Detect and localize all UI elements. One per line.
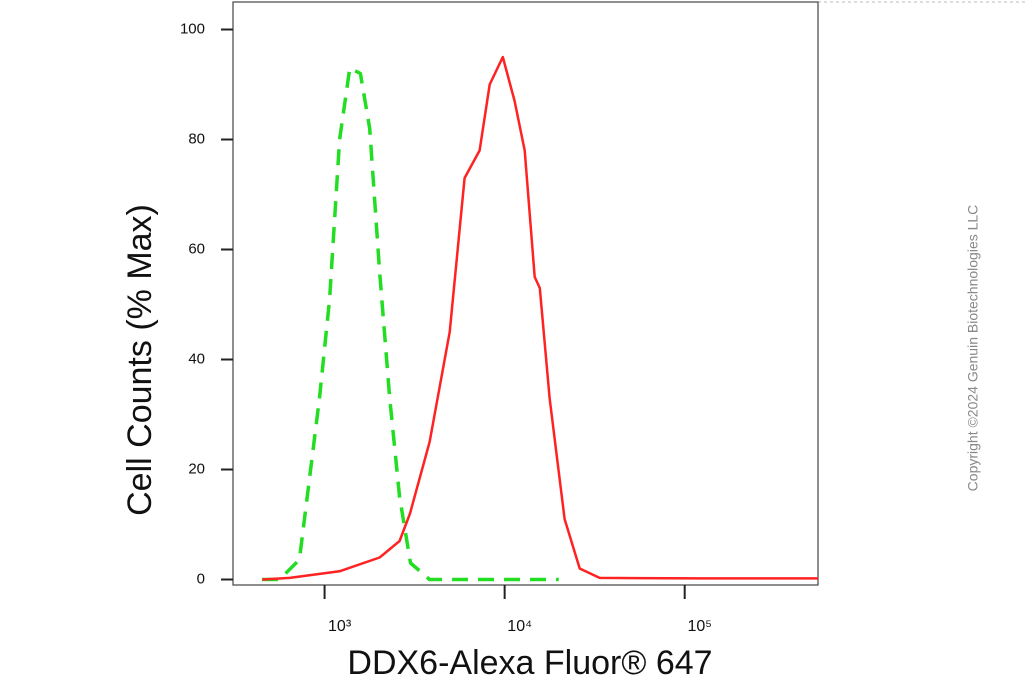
y-tick-label: 100	[180, 20, 205, 37]
y-tick-label: 40	[188, 350, 205, 367]
y-tick-label: 80	[188, 130, 205, 147]
y-tick-label: 60	[188, 240, 205, 257]
y-tick-label: 20	[188, 460, 205, 477]
plot-frame	[232, 1, 819, 586]
y-tick-label: 0	[197, 570, 205, 587]
watermark: Copyright ©2024 Genuin Biotechnologies L…	[965, 205, 981, 492]
x-tick-label: 10³	[328, 618, 352, 635]
series-line	[262, 66, 559, 582]
x-tick-label: 10⁴	[507, 618, 532, 635]
x-tick-label: 10⁵	[687, 618, 711, 635]
y-axis-label: Cell Counts (% Max)	[121, 204, 159, 516]
x-axis-label: DDX6-Alexa Fluor® 647	[347, 644, 712, 682]
series-line	[262, 55, 818, 581]
